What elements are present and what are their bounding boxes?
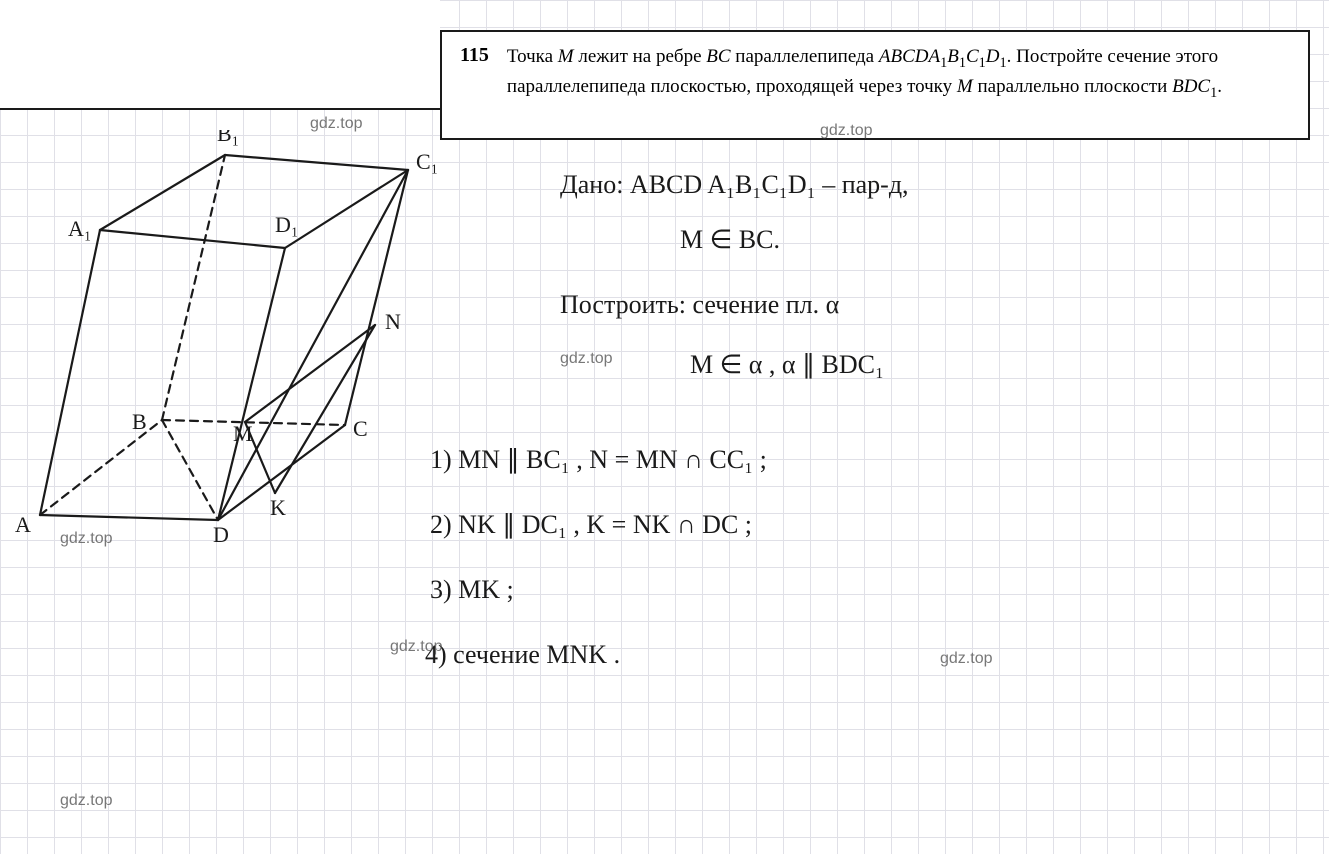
hw-construct-2: M ∈ α , α ∥ BDC₁ [690, 350, 884, 380]
pt-D1: D [986, 46, 1000, 67]
svg-text:B₁: B₁ [217, 130, 239, 146]
svg-text:C: C [353, 416, 368, 441]
hw-step-1: 1) MN ∥ BC₁ , N = MN ∩ CC₁ ; [430, 445, 767, 475]
top-blank-area [0, 0, 440, 110]
pt-M: M [558, 46, 574, 67]
pt-p6: . [1217, 76, 1222, 97]
pt-ABCD: ABCDA [879, 46, 940, 67]
pt-C1: C [966, 46, 979, 67]
pt-s1c: 1 [979, 55, 986, 71]
pt-BC: BC [706, 46, 730, 67]
svg-text:D₁: D₁ [275, 212, 299, 237]
svg-text:C₁: C₁ [416, 149, 438, 174]
svg-text:M: M [233, 421, 253, 446]
pt-BDC: BDC [1172, 76, 1210, 97]
svg-text:K: K [270, 495, 286, 520]
hw-step-3: 3) MK ; [430, 575, 514, 605]
svg-text:A: A [15, 512, 31, 537]
hw-construct-1: Построить: сечение пл. α [560, 290, 839, 320]
pt-s1d: 1 [999, 55, 1006, 71]
pt-p3: параллелепипеда [731, 46, 879, 67]
parallelepiped-diagram: A B C D A₁ B₁ C₁ D₁ M N K [10, 130, 490, 550]
svg-text:B: B [132, 409, 147, 434]
pt-s1b: 1 [959, 55, 966, 71]
hw-given-2: M ∈ BC. [680, 225, 780, 255]
svg-text:N: N [385, 309, 401, 334]
problem-statement-box: 115 Точка M лежит на ребре BC параллелеп… [440, 30, 1310, 140]
svg-text:A₁: A₁ [68, 216, 92, 241]
svg-text:D: D [213, 522, 229, 547]
hw-step-2: 2) NK ∥ DC₁ , K = NK ∩ DC ; [430, 510, 752, 540]
problem-text: Точка M лежит на ребре BC параллелепипед… [507, 44, 1290, 126]
pt-p5: параллельно плоскости [973, 76, 1172, 97]
pt-B1: B [947, 46, 959, 67]
hw-given-1: Дано: ABCD A₁B₁C₁D₁ – пар-д, [560, 170, 909, 200]
problem-number: 115 [460, 44, 489, 126]
hw-step-4: 4) сечение MNK . [425, 640, 620, 670]
pt-M2: M [957, 76, 973, 97]
pt-p2: лежит на ребре [574, 46, 707, 67]
pt-p1: Точка [507, 46, 558, 67]
